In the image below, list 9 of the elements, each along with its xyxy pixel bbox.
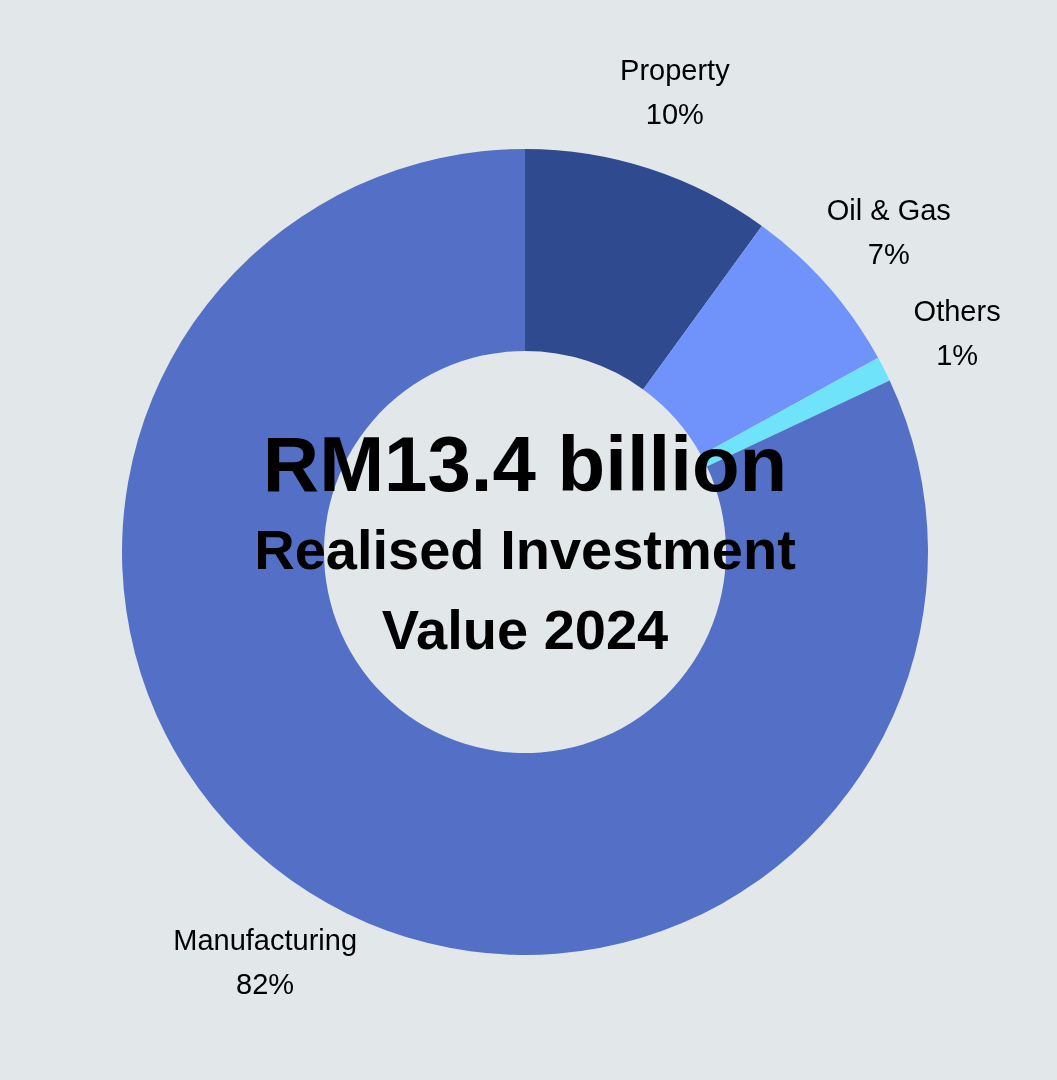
slice-label: Others [913,294,1001,327]
data-label: 1% [936,338,979,371]
slice-label: Property [620,53,731,86]
donut-slice [525,149,762,390]
data-label: 7% [867,238,910,271]
data-label: 82% [236,968,295,1001]
slice-label: Oil & Gas [826,194,951,227]
data-label: 10% [645,97,704,130]
slice-label: Manufacturing [173,924,358,957]
